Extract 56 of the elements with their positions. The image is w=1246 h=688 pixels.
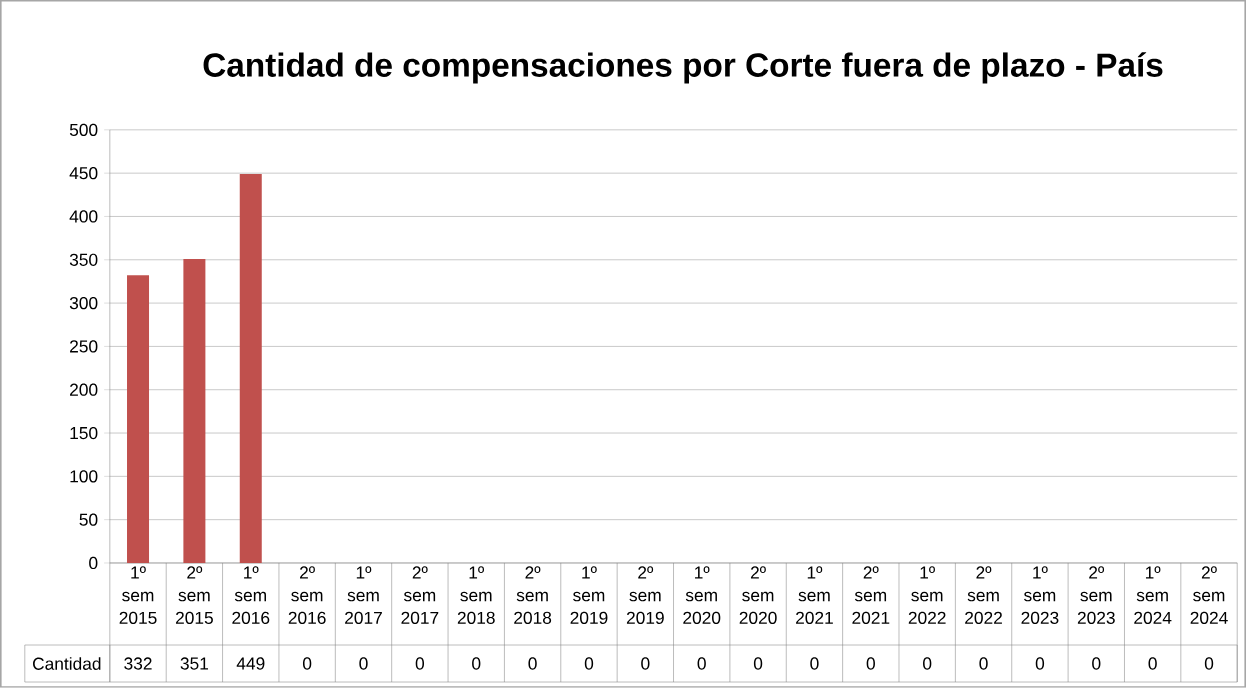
- data-label: 449: [236, 657, 265, 670]
- data-label: 0: [302, 657, 312, 670]
- data-label: 0: [1148, 657, 1157, 670]
- x-tick-label: 2º sem 2017: [401, 566, 439, 625]
- data-label: 332: [124, 657, 152, 670]
- data-label: 0: [697, 657, 706, 670]
- x-tick-label: 1º sem 2023: [1021, 566, 1059, 625]
- x-tick-label: 1º sem 2019: [570, 566, 608, 625]
- data-label: 0: [1035, 657, 1045, 670]
- data-label: 0: [1204, 657, 1214, 670]
- data-label: 0: [866, 657, 875, 670]
- x-tick-label: 1º sem 2018: [457, 566, 495, 625]
- data-label: 0: [641, 657, 650, 670]
- bar: [127, 275, 150, 564]
- data-label: 0: [415, 657, 425, 670]
- data-label: 0: [979, 657, 988, 670]
- y-tick-label: 400: [69, 210, 98, 223]
- y-tick-label: 250: [70, 340, 98, 353]
- x-tick-label: 1º sem 2024: [1134, 566, 1172, 625]
- data-label: 0: [584, 657, 594, 670]
- x-tick-label: 1º sem 2017: [345, 566, 382, 625]
- bar: [183, 259, 206, 564]
- x-tick-label: 2º sem 2019: [626, 566, 664, 625]
- x-tick-label: 1º sem 2021: [796, 566, 833, 625]
- data-label: 351: [180, 657, 209, 670]
- data-label: 0: [810, 657, 819, 670]
- x-tick-label: 2º sem 2023: [1077, 566, 1115, 625]
- data-label: 0: [359, 657, 368, 670]
- data-label: 0: [923, 657, 932, 670]
- data-label: 0: [528, 657, 537, 670]
- y-tick-label: 150: [70, 426, 98, 440]
- x-tick-label: 2º sem 2022: [965, 566, 1002, 625]
- x-tick-label: 1º sem 2015: [119, 566, 157, 625]
- y-tick-label: 100: [70, 470, 98, 483]
- y-tick-label: 350: [69, 253, 98, 267]
- text: Cantidad: [33, 657, 101, 670]
- x-tick-label: 2º sem 2015: [175, 566, 213, 625]
- x-tick-label: 1º sem 2022: [908, 566, 946, 625]
- x-tick-label: 2º sem 2016: [288, 566, 326, 625]
- bar: [239, 174, 262, 564]
- chart-title: Cantidad de compensaciones por Corte fuera de plazo - País: [203, 52, 1163, 84]
- x-tick-label: 1º sem 2016: [232, 566, 270, 625]
- x-tick-label: 2º sem 2020: [739, 566, 777, 625]
- y-tick-label: 500: [69, 123, 98, 137]
- x-tick-label: 2º sem 2024: [1190, 566, 1228, 625]
- x-tick-label: 2º sem 2021: [852, 566, 890, 625]
- data-label: 0: [1092, 657, 1101, 670]
- data-label: 0: [472, 657, 481, 670]
- data-label: 0: [753, 657, 763, 670]
- x-tick-label: 1º sem 2020: [683, 566, 721, 625]
- y-tick-label: 0: [89, 556, 98, 570]
- y-tick-label: 50: [79, 513, 98, 526]
- y-tick-label: 450: [69, 167, 98, 180]
- y-tick-label: 200: [70, 383, 98, 396]
- x-tick-label: 2º sem 2018: [514, 566, 552, 625]
- y-tick-label: 300: [69, 297, 98, 310]
